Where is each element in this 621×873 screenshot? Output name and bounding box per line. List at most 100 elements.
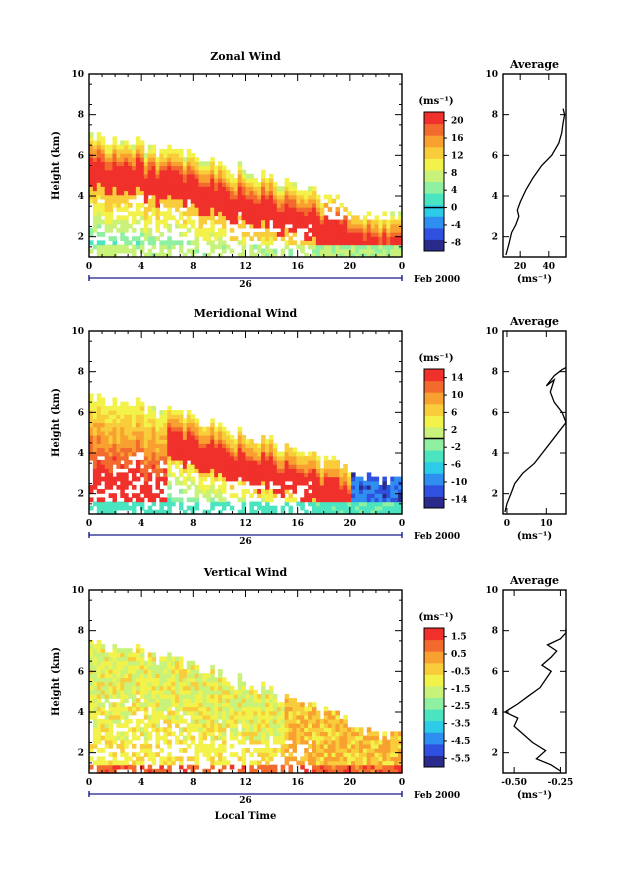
heat-cell: [92, 656, 98, 662]
heat-cell: [92, 435, 98, 440]
heat-cell: [241, 169, 247, 175]
heat-cell: [296, 202, 301, 208]
heat-cell: [315, 464, 321, 469]
heat-cell: [343, 497, 348, 503]
heat-cell: [100, 505, 106, 511]
heat-cell: [96, 136, 102, 142]
heat-cell: [132, 178, 137, 183]
heat-cell: [272, 207, 278, 212]
heat-cell: [182, 727, 188, 733]
heat-cell: [96, 140, 102, 146]
heat-cell: [374, 743, 380, 749]
heat-cell: [108, 252, 114, 258]
heat-cell: [382, 739, 387, 745]
heat-cell: [280, 752, 286, 757]
heat-cell: [222, 182, 227, 187]
heat-cell: [229, 447, 235, 453]
y-axis-label: Height (km): [51, 647, 62, 716]
heat-cell: [108, 186, 114, 192]
heat-cell: [269, 710, 274, 716]
y-tick-label: 2: [78, 749, 84, 759]
heat-cell: [378, 501, 383, 507]
heat-cell: [272, 451, 278, 457]
heat-cell: [323, 202, 329, 208]
heat-cell: [312, 244, 317, 250]
heat-cell: [339, 497, 344, 503]
heat-cell: [331, 756, 337, 762]
heat-cell: [132, 706, 137, 712]
heat-cell: [308, 207, 313, 212]
heat-cell: [206, 186, 211, 192]
heat-cell: [116, 648, 121, 653]
heat-cell: [167, 685, 172, 691]
heat-cell: [89, 447, 94, 453]
colorbar-swatch: [424, 216, 444, 229]
heat-cell: [124, 505, 129, 511]
profile-y-tick-label: 4: [492, 192, 498, 202]
heat-cell: [253, 207, 258, 212]
heat-cell: [323, 459, 329, 465]
heat-cell: [124, 669, 129, 674]
heat-cell: [147, 178, 153, 183]
heat-cell: [218, 198, 223, 204]
heat-cell: [163, 468, 168, 474]
heat-cell: [315, 202, 321, 208]
heat-cell: [167, 144, 172, 150]
heat-cell: [108, 248, 114, 254]
heat-cell: [128, 405, 133, 411]
heat-cell: [362, 248, 368, 254]
heat-cell: [323, 476, 329, 482]
heat-cell: [351, 227, 356, 233]
heat-cell: [100, 652, 106, 658]
heat-cell: [237, 681, 243, 687]
heat-cell: [100, 426, 106, 432]
heat-cell: [159, 714, 164, 720]
heat-cell: [143, 484, 149, 490]
heat-cell: [163, 422, 168, 428]
heat-cell: [202, 698, 207, 703]
heat-cell: [155, 673, 160, 678]
heat-cell: [398, 476, 403, 482]
heat-cell: [308, 190, 313, 196]
heat-cell: [276, 194, 282, 200]
heat-cell: [182, 198, 188, 204]
heat-cell: [218, 194, 223, 200]
heat-cell: [202, 673, 207, 678]
heat-cell: [190, 219, 196, 225]
heat-cell: [190, 468, 196, 474]
heat-cell: [222, 443, 227, 449]
heat-cell: [312, 464, 317, 469]
heat-cell: [218, 685, 223, 691]
heat-cell: [139, 669, 145, 674]
heat-cell: [167, 660, 172, 666]
heat-cell: [276, 198, 282, 204]
heat-cell: [308, 455, 313, 461]
heat-cell: [253, 252, 258, 258]
heat-cell: [276, 748, 282, 753]
heat-cell: [151, 144, 157, 150]
heat-cell: [135, 681, 141, 687]
heat-cell: [331, 710, 337, 716]
heat-cell: [112, 644, 117, 649]
heat-cell: [362, 232, 368, 237]
heat-cell: [143, 422, 149, 428]
heat-cell: [210, 727, 215, 733]
heat-cell: [135, 443, 141, 449]
heat-cell: [225, 447, 231, 453]
heat-cell: [198, 484, 203, 490]
heat-cell: [265, 186, 270, 192]
heat-cell: [194, 422, 200, 428]
heat-cell: [315, 252, 321, 258]
heat-cell: [245, 215, 250, 221]
heat-cell: [241, 497, 247, 503]
heat-cell: [245, 207, 250, 212]
heat-cell: [257, 739, 262, 745]
heat-cell: [218, 219, 223, 225]
heat-cell: [265, 768, 270, 774]
heat-cell: [155, 207, 160, 212]
heat-cell: [323, 706, 329, 712]
heat-cell: [327, 207, 333, 212]
heat-cell: [112, 714, 117, 720]
heat-cell: [120, 194, 125, 200]
heat-cell: [370, 244, 376, 250]
